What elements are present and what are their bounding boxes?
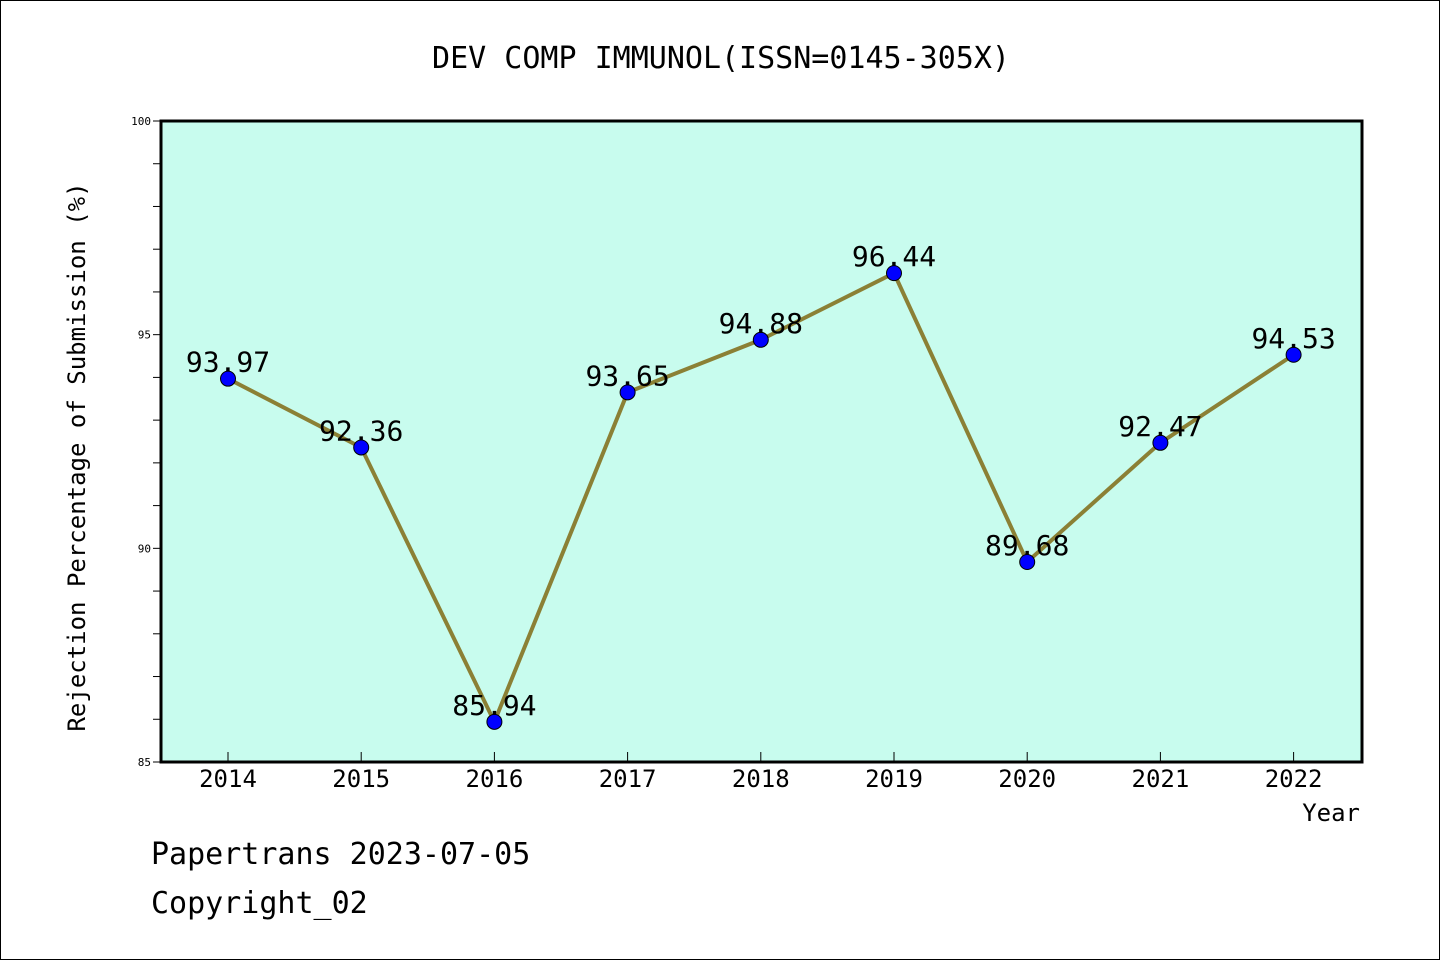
data-label-2015: 92.36 (319, 414, 403, 447)
y-axis-title: Rejection Percentage of Submission (%) (63, 182, 91, 731)
footer-copyright: Copyright_02 (151, 886, 368, 921)
data-label-2021: 92.47 (1118, 410, 1202, 443)
x-axis: 2014 2015 2016 2017 2018 2019 2020 2021 2022 (199, 752, 1322, 793)
y-axis: 85 90 95 100 (131, 115, 161, 769)
footer-source: Papertrans 2023-07-05 (151, 837, 531, 872)
x-tick-label: 2022 (1265, 765, 1323, 793)
data-label-2016: 85.94 (452, 689, 536, 722)
chart-title: DEV COMP IMMUNOL(ISSN=0145-305X) (432, 41, 1010, 76)
data-point-2019 (886, 265, 902, 282)
y-tick-label: 95 (138, 329, 151, 342)
x-tick-label: 2014 (199, 765, 257, 793)
x-tick-label: 2021 (1132, 765, 1190, 793)
data-point-2018 (752, 331, 769, 348)
x-tick-label: 2020 (998, 765, 1056, 793)
data-labels: 93.97 92.36 85.94 93.65 94.88 96.44 89.68 92.47… (186, 240, 1336, 722)
data-label-2019: 96.44 (852, 240, 936, 273)
data-label-2020: 89.68 (985, 529, 1069, 562)
x-tick-label: 2018 (732, 765, 790, 793)
data-point-2021 (1152, 434, 1169, 451)
data-point-2017 (619, 384, 636, 401)
data-point-2015 (353, 439, 370, 456)
data-label-2017: 93.65 (585, 359, 669, 392)
data-point-2022 (1285, 346, 1302, 363)
data-label-2018: 94.88 (719, 307, 803, 340)
data-point-2014 (220, 370, 236, 387)
x-tick-label: 2017 (599, 765, 657, 793)
x-axis-title: Year (1302, 799, 1360, 827)
y-tick-label: 85 (138, 756, 151, 769)
y-tick-label: 100 (131, 115, 151, 128)
data-point-2020 (1019, 554, 1036, 571)
data-point-2016 (486, 713, 503, 730)
x-tick-label: 2016 (466, 765, 524, 793)
data-label-2022: 94.53 (1251, 322, 1335, 355)
series-markers (220, 265, 1302, 730)
data-label-2014: 93.97 (186, 346, 270, 379)
y-tick-label: 90 (138, 542, 151, 555)
x-tick-label: 2015 (332, 765, 390, 793)
x-tick-label: 2019 (865, 765, 923, 793)
